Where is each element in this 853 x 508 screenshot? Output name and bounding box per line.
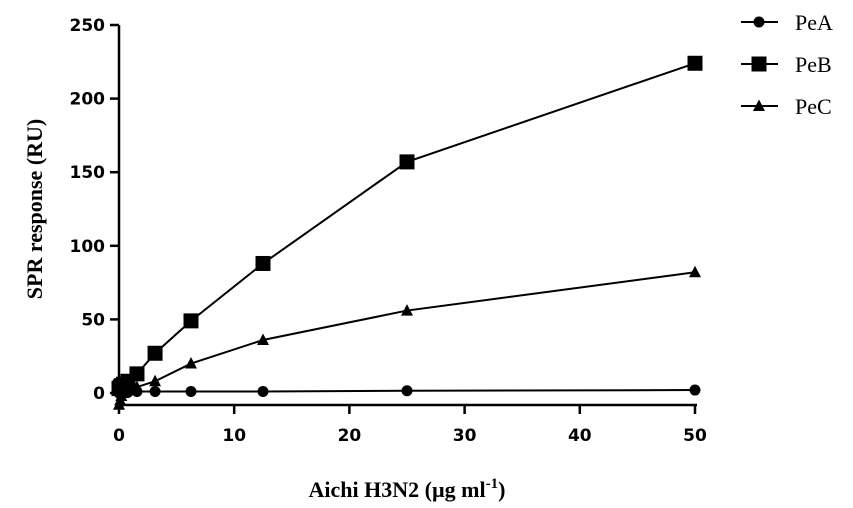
legend-label-PeB: PeB [795,52,832,77]
legend-label-PeA: PeA [795,10,833,35]
data-point-PeC-5 [130,380,143,393]
x-tick-label-10: 10 [222,426,246,446]
data-point-PeA-7 [185,386,197,398]
data-point-PeA-10 [689,384,701,396]
y-tick-label-150: 150 [70,163,106,183]
data-point-PeB-10 [687,55,703,71]
legend-marker-PeA [753,16,765,28]
x-tick-label-40: 40 [568,426,592,446]
series-line-PeB [118,62,696,390]
series-PeA [113,384,701,399]
y-tick-label-200: 200 [70,90,106,110]
x-axis-title-main: Aichi H3N2 (µg ml [309,477,486,502]
x-tick-label-50: 50 [683,426,707,446]
data-point-PeB-5 [129,366,145,382]
x-axis-title-superscript: -1 [486,476,499,492]
y-tick-label-250: 250 [70,16,106,36]
y-tick-label-0: 0 [93,384,105,404]
data-point-PeC-8 [257,333,269,346]
legend-label-PeC: PeC [795,94,832,119]
series-PeB [111,55,703,397]
data-point-PeA-8 [257,386,269,398]
y-tick-label-100: 100 [70,237,106,257]
data-point-PeC-4 [121,383,134,396]
series [111,55,703,410]
data-point-PeB-9 [399,154,415,170]
y-axis-title: SPR response (RU) [22,119,47,299]
data-point-PeC-7 [185,357,197,369]
data-point-PeC-6 [149,374,162,387]
legend-entry-PeC: PeC [741,94,832,119]
x-tick-label-30: 30 [453,426,477,446]
data-point-PeB-7 [183,313,199,329]
legend-marker-PeC [753,99,765,111]
legend-marker-PeB [751,56,767,72]
data-point-PeC-9 [401,304,413,316]
data-point-PeA-6 [149,386,161,398]
axes [117,25,697,407]
legend: PeA PeB PeC [741,10,833,119]
data-point-PeC-10 [689,265,701,278]
y-tick-label-50: 50 [81,310,105,330]
x-axis-title: Aichi H3N2 (µg ml-1) [309,476,506,502]
x-axis-title-end: ) [498,477,505,502]
x-tick-label-20: 20 [338,426,362,446]
x-tick-label-0: 0 [113,426,125,446]
ticks: 0 50 100 150 200 250 0 10 20 30 40 50 [70,16,707,446]
data-point-PeB-8 [255,255,271,271]
data-point-PeB-6 [147,345,163,361]
series-PeC [113,265,701,410]
series-line-PeC [118,271,696,406]
legend-entry-PeB: PeB [741,52,832,77]
data-point-PeA-9 [401,385,413,397]
legend-entry-PeA: PeA [741,10,833,35]
